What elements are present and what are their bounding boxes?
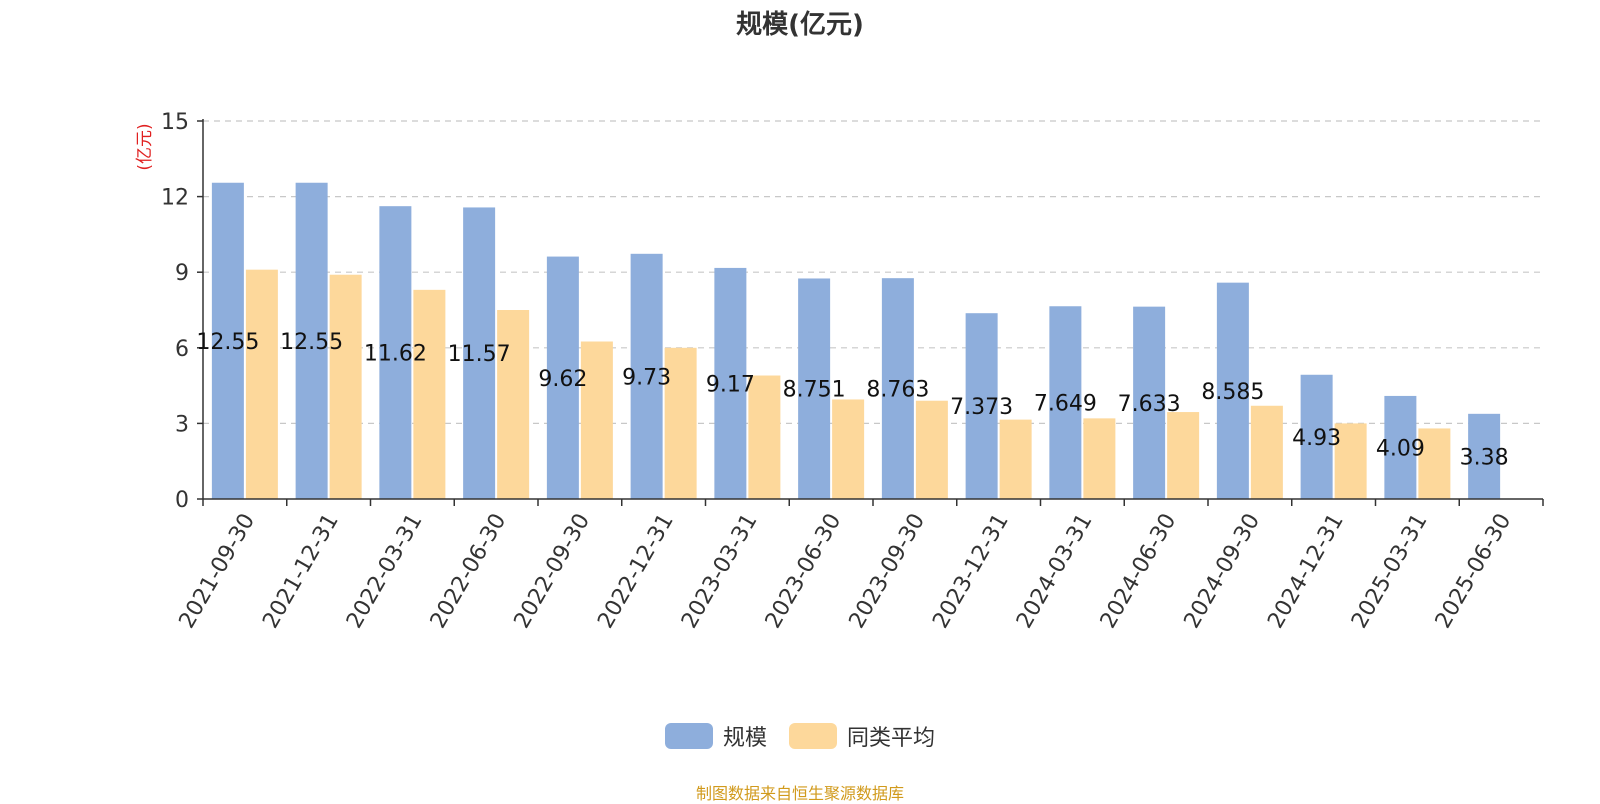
x-tick-label: 2023-03-31 (677, 510, 763, 633)
data-label-scale: 4.93 (1292, 426, 1341, 451)
bar-peer-average (1334, 423, 1367, 499)
x-tick-label: 2023-12-31 (928, 510, 1014, 633)
data-label-scale: 9.17 (706, 372, 755, 397)
bar-peer-average (999, 419, 1032, 499)
bar-scale (714, 267, 747, 499)
legend-swatch-peer-average (789, 723, 837, 749)
bar-scale (211, 182, 244, 500)
bar-scale (1468, 413, 1501, 499)
x-tick-label: 2023-06-30 (761, 510, 847, 633)
bar-peer-average (245, 269, 278, 499)
bar-scale (1216, 282, 1249, 499)
legend-label-scale: 规模 (722, 726, 767, 751)
data-label-scale: 8.751 (783, 378, 846, 403)
bar-peer-average (915, 400, 948, 499)
data-label-scale: 8.585 (1201, 380, 1264, 405)
data-label-scale: 9.73 (622, 365, 671, 390)
bar-scale (1049, 306, 1082, 499)
data-label-scale: 11.62 (364, 342, 427, 367)
bar-peer-average (580, 341, 613, 499)
data-label-scale: 3.38 (1460, 445, 1509, 470)
x-tick-label: 2025-03-31 (1347, 510, 1433, 633)
legend-item-peer-average[interactable]: 同类平均 (789, 720, 935, 752)
bar-scale (463, 207, 496, 499)
bars (211, 182, 1501, 500)
x-tick-label: 2024-12-31 (1263, 510, 1349, 633)
bar-peer-average (1167, 412, 1200, 499)
bar-peer-average (748, 375, 781, 499)
bar-scale (965, 313, 998, 499)
x-tick-label: 2022-06-30 (426, 510, 512, 633)
y-tick-label: 9 (175, 261, 189, 286)
bar-peer-average (329, 274, 362, 499)
data-label-scale: 7.649 (1034, 392, 1097, 417)
bar-peer-average (664, 347, 697, 499)
data-label-scale: 12.55 (196, 330, 259, 355)
bar-scale (295, 182, 328, 500)
bar-peer-average (497, 310, 530, 499)
bar-peer-average (1418, 428, 1451, 499)
bar-scale (546, 256, 579, 499)
y-tick-label: 15 (161, 110, 189, 135)
chart-title: 规模(亿元) (736, 10, 864, 40)
bar-scale (1384, 395, 1417, 499)
x-tick-label: 2023-09-30 (844, 510, 930, 633)
x-tick-label: 2022-09-30 (509, 510, 595, 633)
x-tick-label: 2021-12-31 (258, 510, 344, 633)
legend-swatch-scale (664, 723, 713, 749)
y-tick-label: 12 (161, 186, 189, 211)
y-tick-label: 0 (175, 488, 189, 513)
data-label-scale: 4.09 (1376, 436, 1425, 461)
y-tick-label: 3 (175, 412, 189, 437)
data-label-scale: 11.57 (448, 342, 511, 367)
data-label-scale: 7.373 (950, 395, 1013, 420)
x-tick-label: 2024-03-31 (1012, 510, 1098, 633)
bar-scale (1133, 306, 1166, 499)
y-axis-label: (亿元) (135, 123, 155, 170)
x-tick-label: 2021-09-30 (174, 510, 260, 633)
data-label-scale: 7.633 (1118, 392, 1181, 417)
legend: 规模 同类平均 (0, 720, 1600, 752)
x-tick-label: 2024-06-30 (1096, 510, 1182, 633)
legend-item-scale[interactable]: 规模 (664, 720, 767, 752)
legend-label-peer-average: 同类平均 (847, 726, 936, 751)
data-label-scale: 12.55 (280, 330, 343, 355)
bar-scale (881, 278, 914, 499)
data-label-scale: 8.763 (866, 378, 929, 403)
bar-scale (379, 206, 412, 499)
source-note: 制图数据来自恒生聚源数据库 (695, 784, 904, 803)
x-tick-label: 2022-03-31 (342, 510, 428, 633)
data-labels: 12.55 12.55 11.62 11.57 9.62 9.73 9.17 8.751 8.7… (196, 330, 1508, 471)
bar-peer-average (1250, 405, 1283, 499)
bar-peer-average (832, 399, 865, 499)
bar-scale (798, 278, 831, 499)
bar-scale (1300, 374, 1333, 499)
x-tick-label: 2022-12-31 (593, 510, 679, 633)
x-tick-label: 2024-09-30 (1179, 510, 1265, 633)
x-tick-label: 2025-06-30 (1431, 510, 1517, 633)
bar-peer-average (413, 289, 446, 499)
data-label-scale: 9.62 (538, 367, 587, 392)
bar-peer-average (1083, 418, 1116, 499)
y-tick-label: 6 (175, 337, 189, 362)
bar-scale (630, 253, 663, 499)
